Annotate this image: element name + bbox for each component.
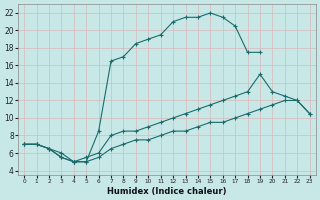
X-axis label: Humidex (Indice chaleur): Humidex (Indice chaleur) — [107, 187, 227, 196]
